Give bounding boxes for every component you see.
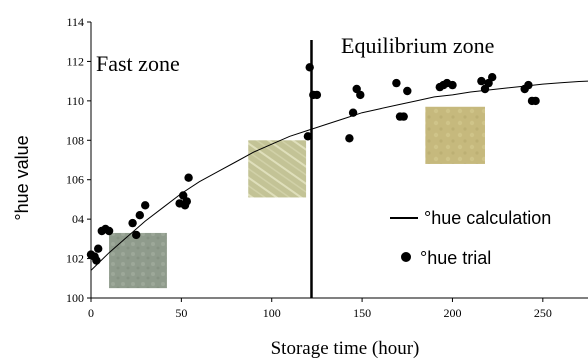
hue-trial-point (141, 201, 150, 210)
hue-trial-point (348, 108, 358, 117)
hue-trial-point (92, 256, 101, 265)
hue-trial-point (182, 197, 191, 206)
hue-trial-point (128, 218, 137, 228)
legend-label-trial: °hue trial (420, 248, 491, 268)
x-ticks: 0 50 100 150 200 250 (88, 298, 552, 320)
hue-trial-point (132, 230, 141, 240)
x-tick-label: 50 (175, 306, 187, 320)
transition-sample-photo (248, 140, 307, 198)
legend-dot-swatch (401, 252, 411, 262)
hue-trial-point (345, 134, 354, 143)
y-tick-label: 04 (72, 212, 84, 226)
y-axis-label: °hue value (12, 135, 32, 220)
hue-trial-point (399, 112, 408, 121)
y-tick-label: 110 (66, 94, 84, 108)
hue-trial-point (184, 173, 193, 182)
hue-trial-point (488, 73, 497, 82)
hue-trial-point (448, 80, 457, 90)
zone-label-equilibrium: Equilibrium zone (341, 33, 494, 58)
early-sample-photo (109, 232, 167, 289)
y-ticks: 100 102 04 106 108 110 112 114 (66, 15, 91, 305)
hue-trial-point (392, 78, 401, 88)
x-tick-label: 100 (263, 306, 281, 320)
y-tick-label: 100 (66, 291, 84, 305)
equilibrium-sample-photo (425, 106, 485, 164)
y-tick-label: 106 (66, 173, 84, 187)
y-tick-label: 114 (66, 15, 84, 29)
hue-trial-point (104, 226, 114, 236)
hue-trial-point (305, 63, 314, 72)
legend-label-calculation: °hue calculation (424, 208, 551, 228)
hue-calculation-curve (90, 80, 588, 271)
y-tick-label: 102 (66, 252, 84, 266)
hue-trial-point (477, 76, 486, 86)
x-tick-label: 150 (353, 306, 371, 320)
x-axis-label: Storage time (hour) (271, 338, 420, 359)
hue-trial-point (135, 211, 144, 220)
hue-trial-point (312, 90, 322, 100)
hue-trial-point (524, 80, 533, 90)
hue-trial-points (86, 63, 540, 265)
hue-trial-point (303, 132, 313, 141)
hue-trial-point (94, 244, 103, 253)
zone-label-fast: Fast zone (96, 51, 180, 76)
legend: °hue calculation °hue trial (390, 208, 551, 268)
y-tick-label: 108 (66, 133, 84, 147)
x-tick-label: 0 (88, 306, 94, 320)
x-tick-label: 250 (534, 306, 552, 320)
y-tick-label: 112 (66, 54, 84, 68)
hue-trial-point (356, 90, 365, 100)
x-tick-label: 200 (443, 306, 461, 320)
hue-trial-point (531, 96, 540, 106)
hue-trial-point (403, 86, 412, 96)
